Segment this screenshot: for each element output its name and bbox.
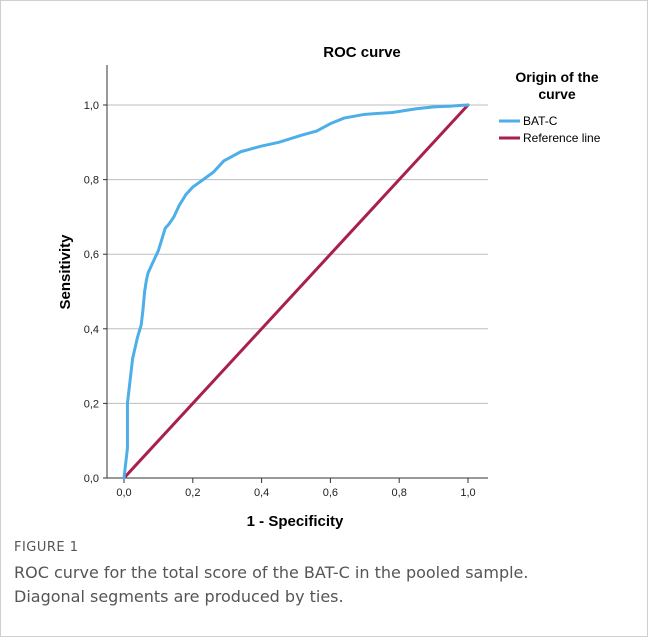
- x-tick-label: 0,2: [185, 487, 200, 499]
- x-tick-label: 0,8: [392, 487, 407, 499]
- series-line-bat-c: [122, 103, 470, 480]
- x-tick-label: 0,0: [116, 487, 131, 499]
- y-tick-label: 0,4: [84, 324, 99, 336]
- y-tick-label: 0,8: [84, 175, 99, 187]
- x-tick-label: 0,4: [254, 487, 269, 499]
- series-line-reference-line: [122, 103, 470, 480]
- chart-title: ROC curve: [323, 44, 401, 61]
- legend-label: BAT-C: [523, 114, 558, 128]
- y-tick-label: 0,0: [84, 473, 99, 485]
- legend-label: Reference line: [523, 131, 601, 145]
- caption-text-line2: Diagonal segments are produced by ties.: [14, 587, 344, 606]
- legend-title-line2: curve: [538, 86, 576, 102]
- legend-title-line1: Origin of the: [515, 69, 598, 85]
- caption-label: FIGURE 1: [14, 540, 79, 555]
- caption-text-line1: ROC curve for the total score of the BAT…: [14, 563, 529, 582]
- roc-chart: ROC curve 0,0 0,2 0,4 0,6 0,8 1,0 0,0 0,2 0,4 0,6…: [57, 44, 601, 530]
- y-axis-title: Sensitivity: [57, 234, 74, 310]
- x-tick-label: 0,6: [323, 487, 338, 499]
- series-lines: [122, 103, 470, 480]
- legend: Origin of the curve BAT-C Reference line: [499, 69, 601, 145]
- axis-ticks: 0,0 0,2 0,4 0,6 0,8 1,0 0,0 0,2 0,4 0,6 0,8 1,0: [84, 100, 476, 499]
- x-tick-label: 1,0: [460, 487, 475, 499]
- x-axis-title: 1 - Specificity: [247, 513, 344, 530]
- y-tick-label: 0,6: [84, 249, 99, 261]
- y-tick-label: 0,2: [84, 398, 99, 410]
- figure-caption: FIGURE 1 ROC curve for the total score o…: [14, 540, 634, 609]
- y-tick-label: 1,0: [84, 100, 99, 112]
- gridlines: [107, 104, 488, 404]
